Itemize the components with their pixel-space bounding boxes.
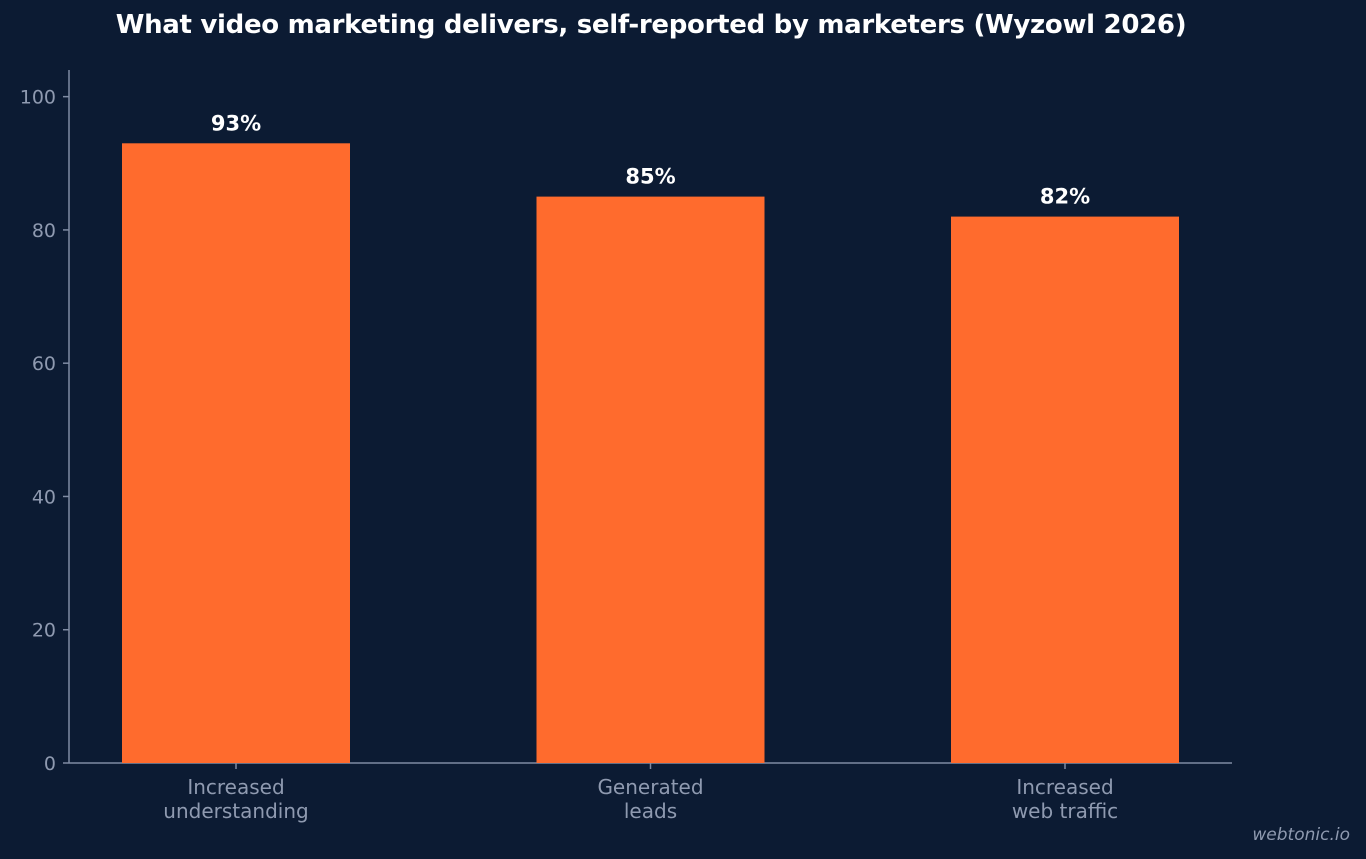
y-tick-label: 0: [44, 753, 56, 775]
y-tick-label: 100: [20, 87, 56, 109]
y-tick-label: 80: [32, 220, 56, 242]
y-axis: 0 20 40 60 80 100: [20, 70, 70, 775]
bar-value-label: 82%: [1040, 185, 1090, 209]
bar: [951, 216, 1179, 763]
bar: [122, 143, 350, 763]
x-axis: IncreasedunderstandingGeneratedleadsIncr…: [69, 762, 1232, 823]
bar-value-label: 85%: [625, 165, 675, 189]
y-tick-label: 20: [32, 620, 56, 642]
chart-title: What video marketing delivers, self-repo…: [115, 10, 1187, 40]
x-tick-label: understanding: [163, 799, 308, 823]
x-tick-label: web traffic: [1012, 799, 1118, 823]
x-tick-label: leads: [624, 799, 677, 823]
x-tick-label: Increased: [187, 775, 284, 799]
value-labels: 93% 85% 82%: [211, 111, 1090, 208]
watermark: webtonic.io: [1252, 825, 1350, 845]
y-tick-label: 40: [32, 486, 56, 508]
x-tick-label: Generated: [597, 775, 703, 799]
bar: [536, 196, 765, 763]
x-tick-label: Increased: [1016, 775, 1113, 799]
bars: [122, 143, 1179, 763]
bar-value-label: 93%: [211, 111, 261, 135]
y-tick-label: 60: [32, 353, 56, 375]
